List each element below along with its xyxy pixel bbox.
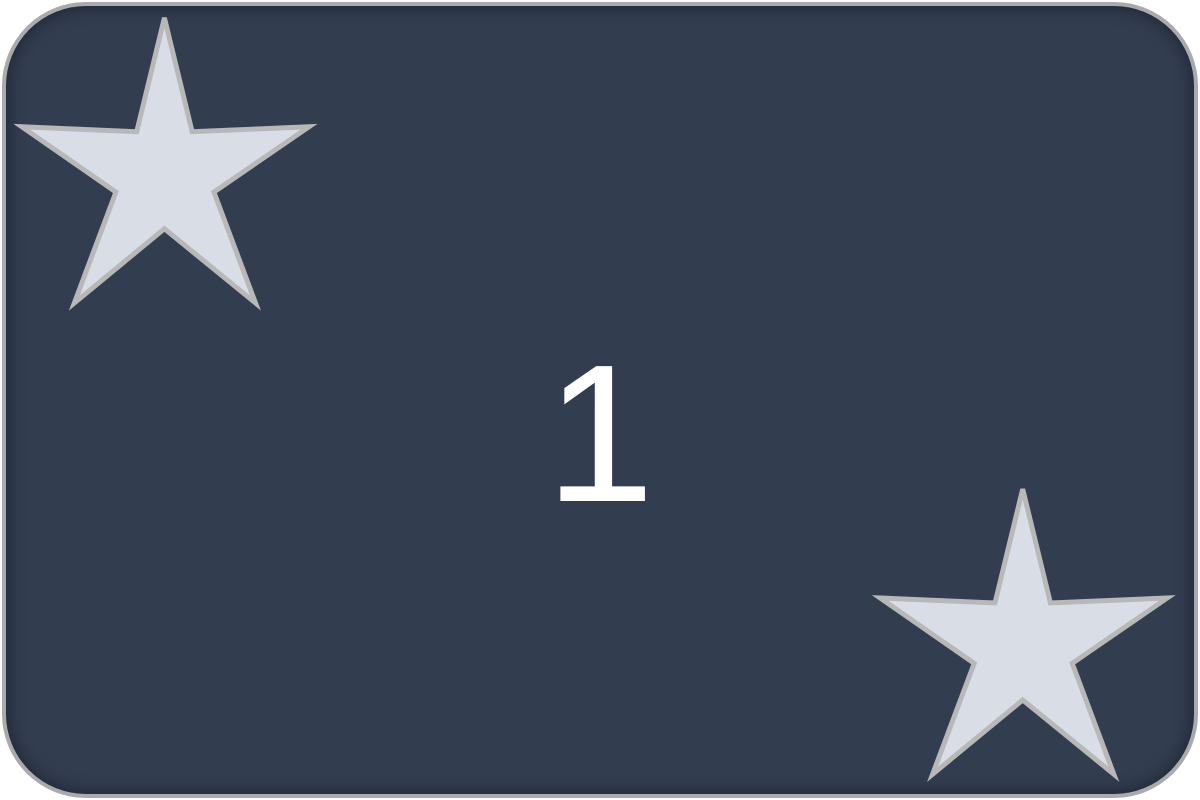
star-icon-bottom-right [871, 488, 1176, 782]
card-number: 1 [545, 324, 655, 543]
card-decorations [13, 17, 1176, 782]
star-icon-top-left [13, 17, 318, 311]
